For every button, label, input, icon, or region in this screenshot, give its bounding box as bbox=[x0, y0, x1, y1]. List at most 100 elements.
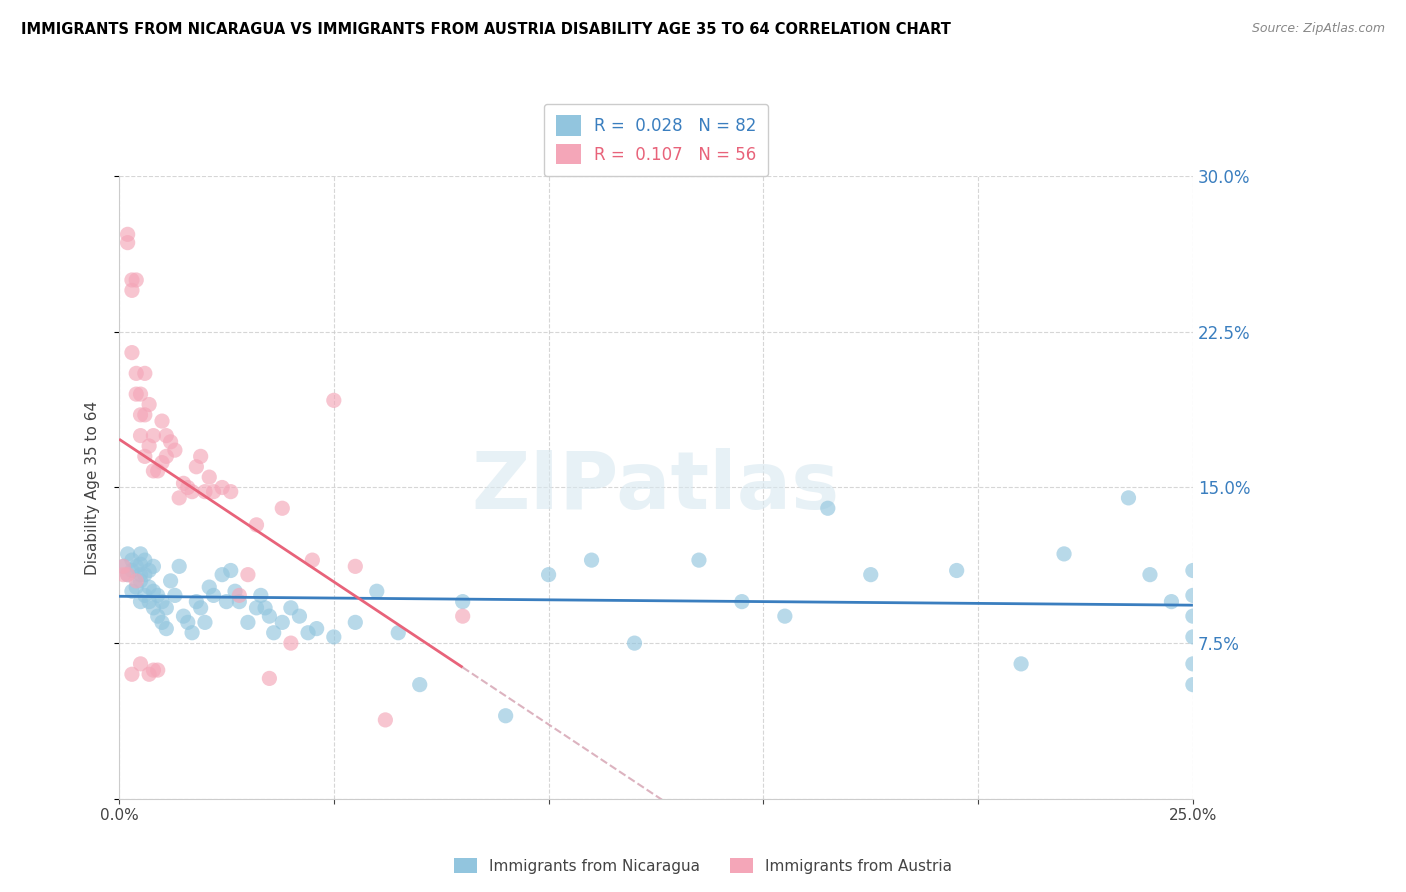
Point bbox=[387, 625, 409, 640]
Point bbox=[495, 708, 517, 723]
Point bbox=[219, 484, 242, 499]
Point bbox=[228, 594, 250, 608]
Point bbox=[344, 559, 367, 574]
Point bbox=[1053, 547, 1076, 561]
Point bbox=[121, 564, 143, 578]
Point bbox=[125, 580, 148, 594]
Point bbox=[142, 428, 165, 442]
Point bbox=[374, 713, 396, 727]
Point bbox=[142, 559, 165, 574]
Point bbox=[219, 564, 242, 578]
Point bbox=[125, 273, 148, 287]
Point bbox=[121, 345, 143, 359]
Point bbox=[155, 428, 177, 442]
Text: ZIPatlas: ZIPatlas bbox=[472, 449, 841, 526]
Point bbox=[297, 625, 319, 640]
Point bbox=[121, 284, 143, 298]
Point bbox=[271, 501, 294, 516]
Point bbox=[190, 600, 212, 615]
Point bbox=[1160, 594, 1182, 608]
Point bbox=[202, 588, 225, 602]
Point bbox=[1118, 491, 1140, 505]
Point bbox=[146, 663, 169, 677]
Point bbox=[129, 547, 152, 561]
Point bbox=[198, 470, 221, 484]
Point bbox=[731, 594, 754, 608]
Point bbox=[366, 584, 388, 599]
Point bbox=[198, 580, 221, 594]
Point bbox=[259, 609, 281, 624]
Point bbox=[211, 567, 233, 582]
Text: IMMIGRANTS FROM NICARAGUA VS IMMIGRANTS FROM AUSTRIA DISABILITY AGE 35 TO 64 COR: IMMIGRANTS FROM NICARAGUA VS IMMIGRANTS … bbox=[21, 22, 950, 37]
Point bbox=[177, 481, 200, 495]
Point bbox=[125, 387, 148, 401]
Point bbox=[134, 567, 156, 582]
Point bbox=[121, 584, 143, 599]
Point bbox=[159, 434, 181, 449]
Point bbox=[249, 588, 271, 602]
Point bbox=[125, 559, 148, 574]
Point bbox=[236, 615, 259, 630]
Point bbox=[121, 667, 143, 681]
Point bbox=[155, 622, 177, 636]
Point bbox=[1181, 657, 1204, 671]
Point bbox=[155, 450, 177, 464]
Point bbox=[259, 672, 281, 686]
Point bbox=[163, 588, 186, 602]
Point bbox=[117, 227, 139, 242]
Point bbox=[305, 622, 328, 636]
Point bbox=[1181, 588, 1204, 602]
Point bbox=[1181, 678, 1204, 692]
Point bbox=[1181, 630, 1204, 644]
Point bbox=[263, 625, 285, 640]
Point bbox=[138, 580, 160, 594]
Point bbox=[150, 414, 173, 428]
Point bbox=[271, 615, 294, 630]
Point bbox=[138, 397, 160, 411]
Point bbox=[194, 615, 217, 630]
Point bbox=[117, 235, 139, 250]
Point bbox=[409, 678, 432, 692]
Point bbox=[117, 567, 139, 582]
Point bbox=[112, 559, 135, 574]
Point bbox=[215, 594, 238, 608]
Point bbox=[150, 456, 173, 470]
Point bbox=[117, 547, 139, 561]
Point bbox=[155, 600, 177, 615]
Point bbox=[537, 567, 560, 582]
Point bbox=[245, 517, 267, 532]
Point bbox=[125, 367, 148, 381]
Point bbox=[224, 584, 246, 599]
Point bbox=[172, 476, 194, 491]
Point bbox=[142, 600, 165, 615]
Point bbox=[202, 484, 225, 499]
Point bbox=[117, 567, 139, 582]
Point bbox=[451, 594, 474, 608]
Point bbox=[142, 584, 165, 599]
Point bbox=[146, 609, 169, 624]
Point bbox=[254, 600, 277, 615]
Point bbox=[129, 594, 152, 608]
Point bbox=[181, 484, 204, 499]
Text: Source: ZipAtlas.com: Source: ZipAtlas.com bbox=[1251, 22, 1385, 36]
Point bbox=[125, 574, 148, 588]
Point bbox=[236, 567, 259, 582]
Point bbox=[129, 657, 152, 671]
Point bbox=[121, 553, 143, 567]
Point bbox=[134, 367, 156, 381]
Point bbox=[134, 450, 156, 464]
Point bbox=[859, 567, 882, 582]
Point bbox=[1139, 567, 1161, 582]
Point bbox=[129, 567, 152, 582]
Point bbox=[177, 615, 200, 630]
Point bbox=[301, 553, 323, 567]
Point bbox=[280, 600, 302, 615]
Point bbox=[245, 600, 267, 615]
Point bbox=[186, 594, 208, 608]
Point bbox=[134, 553, 156, 567]
Point bbox=[129, 558, 152, 572]
Point bbox=[817, 501, 839, 516]
Point bbox=[623, 636, 645, 650]
Point bbox=[134, 588, 156, 602]
Legend: Immigrants from Nicaragua, Immigrants from Austria: Immigrants from Nicaragua, Immigrants fr… bbox=[447, 852, 959, 880]
